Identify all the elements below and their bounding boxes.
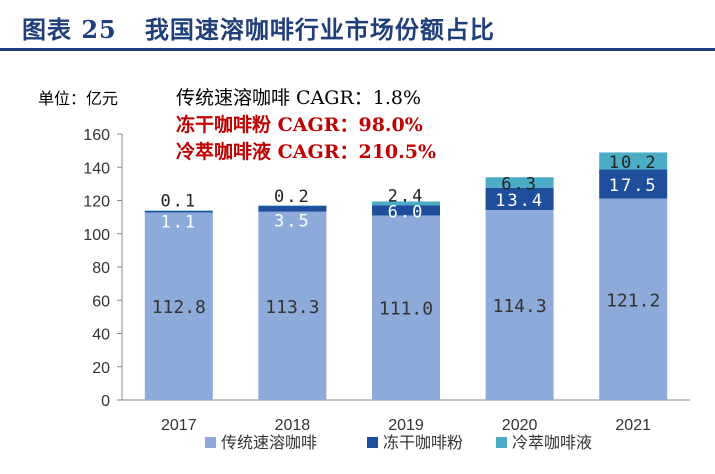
data-label: 2.4 [388, 186, 425, 206]
data-label: 10.2 [609, 153, 658, 173]
bar-segment-2 [372, 205, 440, 216]
x-tick-label: 2017 [161, 417, 197, 434]
figure-title-text: 我国速溶咖啡行业市场份额占比 [144, 15, 495, 44]
data-label: 6.3 [501, 174, 538, 194]
figure-number: 图表 25 [22, 15, 117, 44]
bar-segment-2 [485, 187, 554, 210]
bar-segment-1 [144, 212, 213, 400]
bar-segment-3 [144, 210, 213, 212]
legend-swatch-3 [496, 437, 507, 448]
legend-label-3: 冷萃咖啡液 [512, 433, 592, 452]
y-tick-label: 0 [101, 393, 110, 410]
y-tick-label: 60 [92, 293, 110, 310]
x-tick-label: 2021 [615, 417, 651, 434]
legend-swatch-1 [205, 437, 216, 448]
bar-segment-2 [144, 210, 213, 213]
y-tick-label: 20 [92, 360, 110, 377]
y-tick-label: 120 [83, 194, 110, 211]
bar-segment-3 [372, 201, 440, 206]
y-tick-label: 140 [83, 160, 110, 177]
y-tick-label: 40 [92, 327, 110, 344]
figure-title: 图表 25 我国速溶咖啡行业市场份额占比 [22, 10, 495, 45]
data-label: 0.2 [274, 187, 311, 207]
y-tick-label: 160 [83, 127, 110, 144]
cagr-annotation-3: 冷萃咖啡液 CAGR：210.5% [176, 140, 436, 163]
legend-label-2: 冻干咖啡粉 [383, 433, 463, 452]
data-label: 121.2 [606, 290, 660, 311]
bar-segment-1 [485, 209, 554, 400]
data-label: 113.3 [265, 297, 319, 318]
data-label: 0.1 [160, 192, 197, 212]
legend-label-1: 传统速溶咖啡 [221, 433, 317, 452]
data-label: 111.0 [379, 299, 433, 320]
data-label: 6.0 [388, 202, 425, 222]
x-tick-label: 2019 [388, 417, 424, 434]
data-label: 114.3 [493, 296, 547, 317]
bar-segment-3 [599, 152, 668, 170]
bar-segment-1 [372, 215, 440, 400]
x-tick-label: 2018 [275, 417, 311, 434]
y-tick-label: 80 [92, 260, 110, 277]
data-label: 112.8 [152, 297, 206, 318]
legend-swatch-2 [367, 437, 378, 448]
bar-segment-1 [599, 198, 668, 400]
unit-label: 单位：亿元 [38, 89, 118, 108]
bar-segment-2 [258, 205, 327, 212]
data-label: 3.5 [274, 212, 311, 232]
data-label: 17.5 [609, 176, 658, 196]
bar-segment-3 [258, 205, 327, 207]
bar-segment-2 [599, 169, 668, 199]
bar-segment-3 [485, 177, 554, 188]
data-label: 1.1 [160, 212, 197, 232]
cagr-annotation-2: 冻干咖啡粉 CAGR：98.0% [176, 113, 423, 136]
bar-segment-1 [258, 211, 327, 400]
title-rule [0, 48, 715, 51]
figure-header: 图表 25 我国速溶咖啡行业市场份额占比 [0, 0, 715, 51]
y-tick-label: 100 [83, 227, 110, 244]
x-tick-label: 2020 [502, 417, 538, 434]
cagr-annotation-1: 传统速溶咖啡 CAGR：1.8% [176, 87, 421, 109]
data-label: 13.4 [495, 191, 544, 211]
